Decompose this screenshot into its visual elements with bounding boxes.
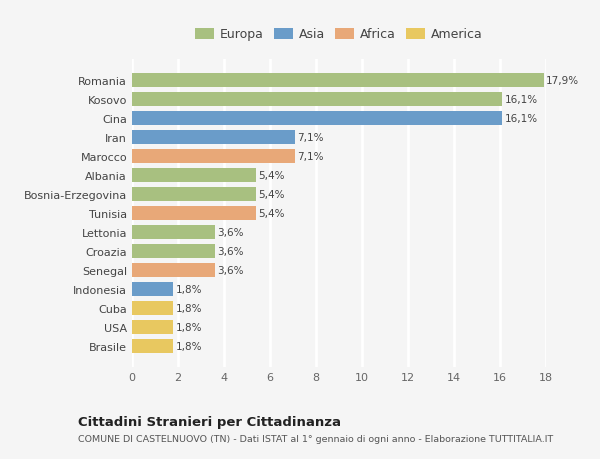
- Text: 5,4%: 5,4%: [259, 190, 285, 200]
- Text: 3,6%: 3,6%: [217, 265, 244, 275]
- Text: 1,8%: 1,8%: [176, 341, 202, 351]
- Text: 5,4%: 5,4%: [259, 171, 285, 180]
- Text: 1,8%: 1,8%: [176, 303, 202, 313]
- Text: 7,1%: 7,1%: [298, 151, 324, 162]
- Bar: [132, 168, 256, 183]
- Text: 3,6%: 3,6%: [217, 227, 244, 237]
- Bar: [132, 93, 502, 107]
- Bar: [132, 112, 502, 126]
- Text: 1,8%: 1,8%: [176, 284, 202, 294]
- Text: 16,1%: 16,1%: [505, 95, 538, 105]
- Bar: [132, 187, 256, 202]
- Bar: [132, 73, 544, 88]
- Bar: [132, 320, 173, 334]
- Text: 7,1%: 7,1%: [298, 133, 324, 143]
- Bar: [132, 339, 173, 353]
- Bar: [132, 282, 173, 297]
- Text: COMUNE DI CASTELNUOVO (TN) - Dati ISTAT al 1° gennaio di ogni anno - Elaborazion: COMUNE DI CASTELNUOVO (TN) - Dati ISTAT …: [78, 434, 553, 443]
- Bar: [132, 150, 295, 164]
- Bar: [132, 225, 215, 240]
- Text: 1,8%: 1,8%: [176, 322, 202, 332]
- Text: 16,1%: 16,1%: [505, 114, 538, 123]
- Text: 3,6%: 3,6%: [217, 246, 244, 256]
- Bar: [132, 207, 256, 220]
- Bar: [132, 301, 173, 315]
- Legend: Europa, Asia, Africa, America: Europa, Asia, Africa, America: [193, 26, 485, 44]
- Bar: [132, 244, 215, 258]
- Text: 17,9%: 17,9%: [546, 76, 579, 86]
- Bar: [132, 263, 215, 277]
- Text: Cittadini Stranieri per Cittadinanza: Cittadini Stranieri per Cittadinanza: [78, 415, 341, 428]
- Bar: [132, 130, 295, 145]
- Text: 5,4%: 5,4%: [259, 208, 285, 218]
